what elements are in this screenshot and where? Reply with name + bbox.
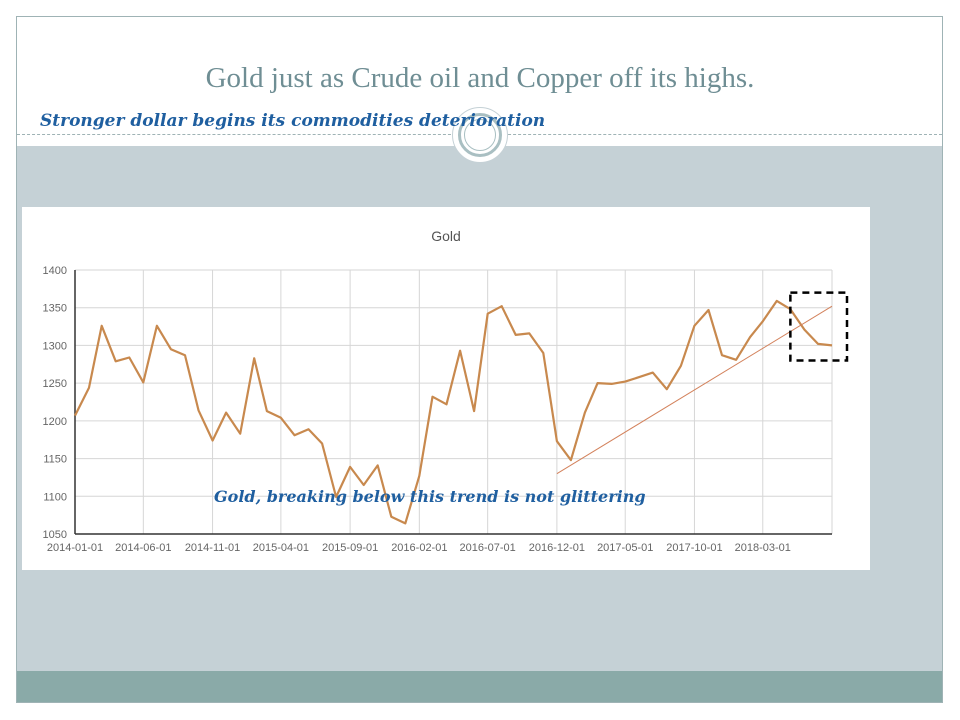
y-tick-label: 1100 bbox=[43, 491, 67, 503]
trend-line bbox=[556, 305, 833, 475]
x-tick-label: 2017-10-01 bbox=[666, 542, 722, 554]
chart-panel: Gold 1050 1100 1150 1200 1250 1300 1350 1400 20… bbox=[22, 207, 870, 570]
slide-subtitle: Stronger dollar begins its commodities d… bbox=[40, 111, 546, 131]
x-tick-label: 2015-04-01 bbox=[253, 542, 309, 554]
x-tick-label: 2015-09-01 bbox=[322, 542, 378, 554]
x-tick-label: 2014-06-01 bbox=[115, 542, 171, 554]
x-tick-label: 2014-11-01 bbox=[185, 542, 240, 554]
y-tick-label: 1150 bbox=[43, 454, 67, 466]
x-axis: 2014-01-01 2014-06-01 2014-11-01 2015-04-01… bbox=[47, 533, 832, 554]
gold-line-chart: Gold 1050 1100 1150 1200 1250 1300 1350 1400 20… bbox=[43, 228, 849, 554]
x-tick-label: 2018-03-01 bbox=[735, 542, 791, 554]
chart-annotation: Gold, breaking below this trend is not g… bbox=[214, 487, 646, 506]
x-tick-label: 2016-12-01 bbox=[529, 542, 585, 554]
y-tick-label: 1300 bbox=[43, 340, 67, 352]
x-tick-label: 2014-01-01 bbox=[47, 542, 103, 554]
chart-title: Gold bbox=[431, 228, 461, 244]
slide-title: Gold just as Crude oil and Copper off it… bbox=[205, 62, 755, 94]
x-tick-label: 2017-05-01 bbox=[597, 542, 653, 554]
divider-ornament-inner bbox=[464, 119, 496, 151]
x-tick-label: 2016-07-01 bbox=[460, 542, 516, 554]
y-tick-label: 1250 bbox=[43, 378, 67, 390]
y-tick-label: 1050 bbox=[43, 529, 67, 541]
x-tick-label: 2016-02-01 bbox=[391, 542, 447, 554]
y-tick-label: 1350 bbox=[43, 303, 67, 315]
y-axis: 1050 1100 1150 1200 1250 1300 1350 1400 bbox=[43, 265, 76, 541]
gold-price-line bbox=[74, 299, 833, 525]
y-tick-label: 1200 bbox=[43, 416, 67, 428]
y-tick-label: 1400 bbox=[43, 265, 67, 277]
footer-band bbox=[17, 671, 942, 702]
highlight-box bbox=[789, 291, 849, 362]
